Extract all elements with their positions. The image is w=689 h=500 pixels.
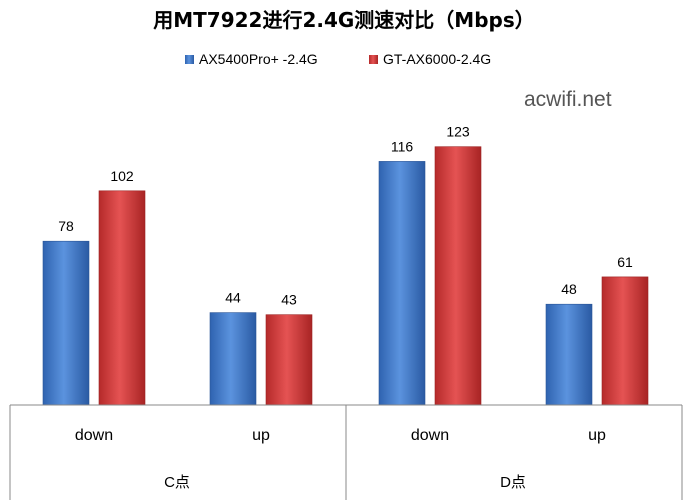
bar-series-1-cat-4 <box>545 303 593 406</box>
bar-series-1-cat-2 <box>209 312 257 406</box>
bar-series-2-cat-1 <box>98 190 146 406</box>
legend-swatch-series-2 <box>369 55 378 64</box>
category-label-3: down <box>411 427 449 444</box>
data-labels: 78 44 116 48 102 43 123 61 <box>58 124 633 308</box>
chart-title: 用MT7922进行2.4G测速对比（Mbps） <box>153 8 535 32</box>
category-axis: down up down up C点 D点 <box>9 404 683 500</box>
bar-series-2-cat-3 <box>434 146 482 406</box>
group-label-1: C点 <box>164 474 190 491</box>
legend-swatch-series-1 <box>185 55 194 64</box>
bar-series-2-cat-2 <box>265 314 313 406</box>
category-label-1: down <box>75 427 113 444</box>
data-label-series-1-cat-1: 78 <box>58 218 74 234</box>
data-label-series-2-cat-1: 102 <box>110 168 134 184</box>
legend-label-series-1: AX5400Pro+ -2.4G <box>199 51 318 67</box>
bar-series-1-cat-1 <box>42 240 90 406</box>
bar-series-1-cat-3 <box>378 161 426 406</box>
data-label-series-2-cat-4: 61 <box>617 254 633 270</box>
watermark: acwifi.net <box>524 88 612 111</box>
legend-label-series-2: GT-AX6000-2.4G <box>383 51 491 67</box>
data-label-series-1-cat-3: 116 <box>391 138 414 154</box>
group-label-2: D点 <box>500 474 526 491</box>
category-label-2: up <box>252 427 270 444</box>
data-label-series-2-cat-3: 123 <box>446 124 470 140</box>
category-label-4: up <box>588 427 606 444</box>
legend: AX5400Pro+ -2.4G GT-AX6000-2.4G <box>185 51 491 67</box>
data-label-series-1-cat-4: 48 <box>561 281 577 297</box>
data-label-series-1-cat-2: 44 <box>225 290 241 306</box>
bar-series-2-cat-4 <box>601 276 649 406</box>
data-label-series-2-cat-2: 43 <box>281 292 297 308</box>
bars <box>42 146 649 406</box>
